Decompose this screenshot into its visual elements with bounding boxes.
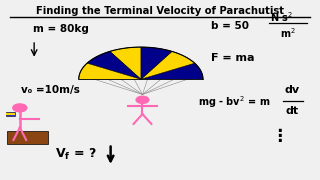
Polygon shape	[141, 63, 203, 79]
Text: v₀ =10m/s: v₀ =10m/s	[21, 85, 80, 95]
Text: dt: dt	[286, 106, 299, 116]
Text: Finding the Terminal Velocity of Parachutist: Finding the Terminal Velocity of Parachu…	[36, 6, 284, 16]
Circle shape	[136, 96, 149, 103]
Polygon shape	[141, 47, 172, 79]
Text: b = 50: b = 50	[211, 21, 249, 31]
Text: F = ma: F = ma	[211, 53, 254, 63]
Text: m$^2$: m$^2$	[280, 26, 296, 40]
FancyBboxPatch shape	[6, 113, 15, 115]
Text: dv: dv	[285, 85, 300, 95]
FancyBboxPatch shape	[7, 131, 49, 144]
Circle shape	[13, 104, 27, 112]
Text: $\mathbf{V_f}$ = ?: $\mathbf{V_f}$ = ?	[55, 147, 96, 162]
Polygon shape	[87, 51, 141, 79]
FancyBboxPatch shape	[6, 112, 15, 116]
Text: m = 80kg: m = 80kg	[33, 24, 88, 34]
Polygon shape	[110, 47, 141, 79]
Text: mg - bv$^2$ = m: mg - bv$^2$ = m	[198, 95, 270, 110]
Text: N$\cdot$s$^2$: N$\cdot$s$^2$	[270, 10, 292, 24]
Polygon shape	[141, 51, 195, 79]
Polygon shape	[79, 63, 141, 79]
Text: ⋮: ⋮	[271, 127, 288, 145]
